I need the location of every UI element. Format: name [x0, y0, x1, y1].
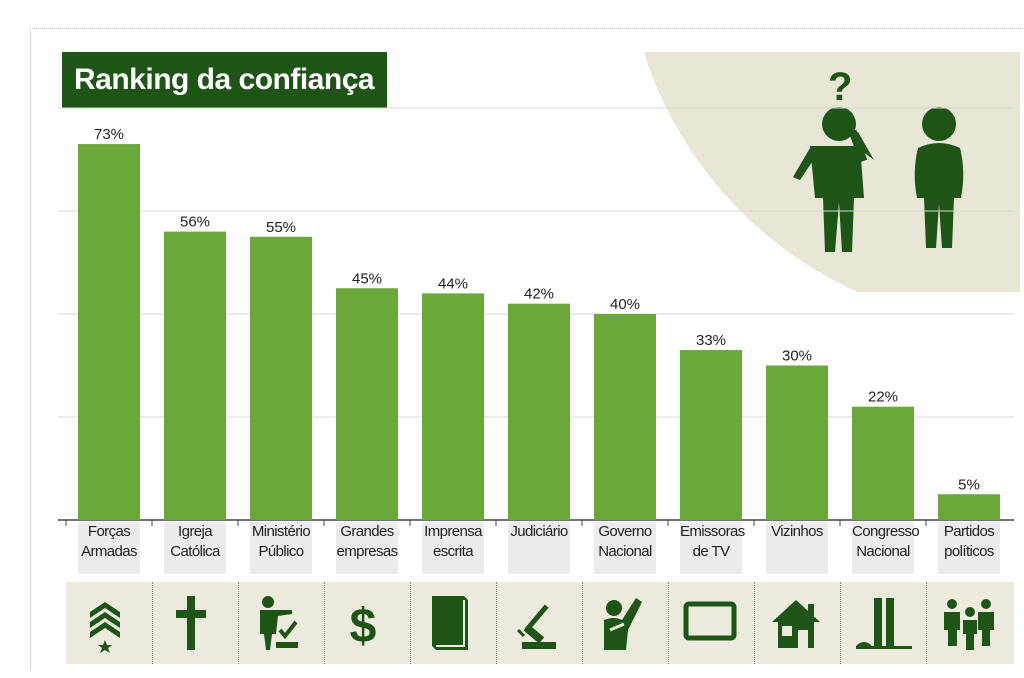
data-label: 40% — [610, 296, 640, 313]
data-label: 42% — [524, 286, 554, 303]
category-label: Governo Nacional — [594, 522, 656, 574]
category-label-line: Armadas — [81, 543, 137, 560]
category-label: Grandes empresas — [336, 522, 398, 574]
chevron-rank-icon — [66, 582, 152, 664]
category-label-line: de TV — [692, 543, 730, 560]
bar — [852, 406, 914, 520]
category-label-line: empresas — [336, 543, 398, 560]
icon-separator — [668, 582, 669, 664]
bar — [766, 365, 828, 520]
congress-icon — [840, 582, 926, 664]
data-label: 45% — [352, 270, 382, 287]
category-label-line: Igreja — [178, 523, 213, 540]
category-label-line: Nacional — [856, 543, 910, 560]
icon-band: $ — [66, 582, 1014, 664]
bar — [422, 293, 484, 520]
house-icon — [754, 582, 840, 664]
category-label: Emissoras de TV — [680, 522, 745, 574]
data-label: 22% — [868, 389, 898, 406]
data-label: 5% — [958, 476, 980, 493]
icon-separator — [840, 582, 841, 664]
category-label-line: Congresso — [852, 523, 920, 540]
category-label-line: Nacional — [598, 543, 652, 560]
icon-separator — [324, 582, 325, 664]
category-label: Judiciário — [508, 522, 570, 574]
category-label-line: Forças — [87, 523, 131, 540]
data-label: 55% — [266, 219, 296, 236]
category-label-line: Grandes — [340, 523, 394, 540]
category-label: Forças Armadas — [78, 522, 140, 574]
standing-person-icon — [914, 107, 964, 248]
bar — [594, 314, 656, 520]
icon-separator — [238, 582, 239, 664]
data-label: 33% — [696, 332, 726, 349]
bar — [938, 494, 1000, 520]
bar — [250, 236, 312, 520]
category-label-line: Vizinhos — [771, 523, 823, 540]
bar — [508, 303, 570, 520]
bar — [680, 350, 742, 520]
tv-icon — [668, 582, 754, 664]
dollar-icon: $ — [324, 582, 410, 664]
icon-separator — [926, 582, 927, 664]
category-label-line: Partidos — [943, 523, 995, 540]
category-label: Congresso Nacional — [852, 522, 920, 574]
people-group-icon — [926, 582, 1012, 664]
data-label: 30% — [782, 348, 812, 365]
gavel-icon — [496, 582, 582, 664]
category-label-line: Público — [258, 543, 305, 560]
raised-hand-icon — [582, 582, 668, 664]
voting-person-icon — [238, 582, 324, 664]
icon-separator — [410, 582, 411, 664]
data-label: 73% — [94, 126, 124, 143]
data-label: 44% — [438, 275, 468, 292]
category-label-line: Judiciário — [510, 523, 568, 540]
bar — [78, 144, 140, 521]
svg-text:$: $ — [350, 600, 377, 653]
cross-icon — [152, 582, 238, 664]
thinking-person-icon — [793, 107, 874, 252]
icon-separator — [754, 582, 755, 664]
category-label-line: Imprensa — [424, 523, 482, 540]
category-label-line: Emissoras — [680, 523, 745, 540]
category-label: Imprensa escrita — [422, 522, 484, 574]
bar — [336, 288, 398, 520]
decorative-background: ? — [588, 52, 1020, 292]
category-label-line: Governo — [598, 523, 652, 540]
bar — [164, 231, 226, 520]
category-label: Partidos políticos — [938, 522, 1000, 574]
book-icon — [410, 582, 496, 664]
category-label-line: escrita — [433, 543, 474, 560]
category-label: Vizinhos — [766, 522, 828, 574]
category-label-line: políticos — [944, 543, 994, 560]
chart-frame — [30, 28, 1021, 669]
icon-separator — [582, 582, 583, 664]
question-mark-icon: ? — [828, 65, 852, 109]
icon-separator — [496, 582, 497, 664]
people-illustration: ? — [643, 52, 1020, 292]
category-label: Igreja Católica — [164, 522, 226, 574]
category-label: Ministério Público — [250, 522, 312, 574]
icon-separator — [152, 582, 153, 664]
category-label-line: Ministério — [251, 523, 311, 540]
chart-title: Ranking da confiança — [62, 52, 387, 108]
category-label-line: Católica — [170, 543, 220, 560]
data-label: 56% — [180, 214, 210, 231]
